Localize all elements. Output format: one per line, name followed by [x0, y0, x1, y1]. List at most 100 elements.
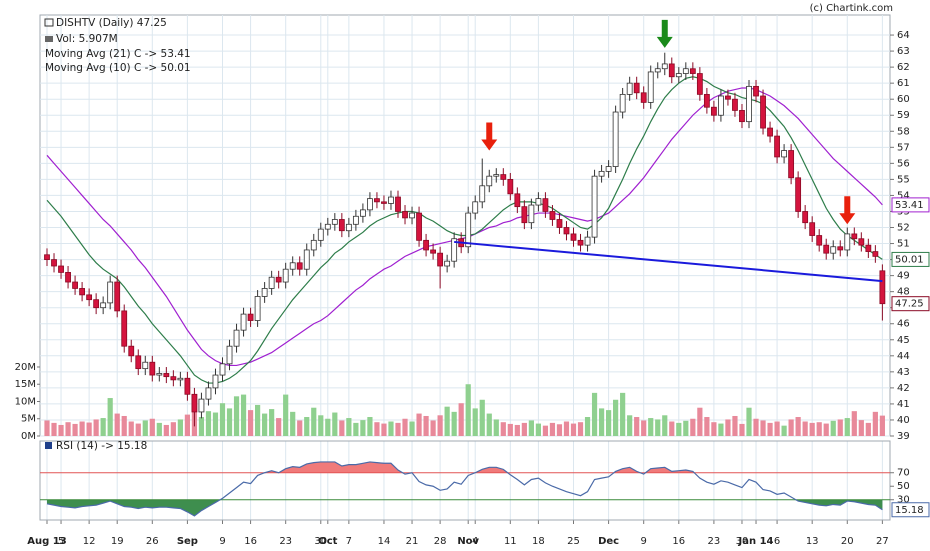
candle-body	[79, 288, 85, 296]
last-value-label: 47.25	[895, 299, 924, 310]
volume-bar	[620, 392, 626, 436]
candle-body	[444, 260, 451, 267]
candle-body	[219, 363, 226, 376]
candle-body	[72, 281, 78, 289]
candle-body	[416, 212, 422, 241]
volume-bar	[283, 394, 289, 436]
volume-bar	[528, 420, 534, 436]
candle-body	[837, 246, 844, 251]
x-tick-label: 9	[219, 536, 225, 547]
x-tick-label: Jan 14	[738, 536, 774, 547]
volume-bar	[416, 413, 422, 436]
volume-bar	[44, 420, 50, 436]
y-tick-label: 70	[897, 468, 910, 479]
y-tick-label: 48	[897, 287, 910, 298]
candle-body	[535, 198, 542, 206]
candle-body	[163, 373, 170, 378]
x-tick-label: 18	[532, 536, 545, 547]
y-tick-label: 63	[897, 46, 910, 57]
moving-average-line	[46, 87, 883, 367]
volume-bar	[598, 408, 605, 436]
legend-entry: RSI (14) -> 15.18	[56, 440, 147, 452]
volume-bar	[648, 418, 654, 436]
volume-bar	[367, 417, 373, 436]
volume-bar	[402, 418, 408, 436]
volume-bar	[51, 422, 57, 436]
volume-bar	[395, 422, 401, 436]
volume-bar	[114, 413, 120, 436]
candle-body	[633, 82, 640, 94]
x-tick-label: 23	[279, 536, 292, 547]
candle-body	[577, 239, 584, 246]
candle-body	[486, 175, 493, 187]
volume-bar	[444, 406, 450, 436]
volume-bar	[205, 411, 212, 436]
volume-bar	[795, 417, 801, 436]
candle-body	[51, 259, 57, 267]
x-tick-label: 11	[504, 536, 517, 547]
y-tick-label: 51	[897, 239, 910, 250]
x-tick-label: 21	[406, 536, 419, 547]
volume-bar	[304, 417, 310, 436]
candle-body	[240, 313, 247, 331]
legend-swatch	[45, 442, 52, 449]
candle-body	[788, 150, 795, 179]
volume-bar	[879, 415, 885, 436]
volume-bar	[86, 422, 92, 436]
x-tick-label: 28	[434, 536, 447, 547]
volume-bar	[507, 423, 513, 436]
x-tick-label: 19	[111, 536, 124, 547]
candle-body	[500, 174, 507, 180]
volume-bar	[535, 423, 541, 436]
volume-bar	[156, 422, 162, 436]
volume-bar	[634, 417, 640, 436]
volume-bar	[865, 422, 871, 436]
price-panel	[39, 14, 891, 437]
volume-bar	[655, 419, 661, 436]
volume-bar	[170, 422, 176, 436]
volume-bar	[149, 418, 155, 436]
candle-body	[528, 204, 535, 224]
volume-bar	[290, 411, 296, 436]
candle-body	[331, 219, 338, 225]
x-tick-label: 12	[83, 536, 96, 547]
candle-body	[44, 254, 50, 260]
candle-body	[472, 201, 479, 214]
volume-bar	[198, 417, 205, 436]
volume-bar	[451, 411, 457, 436]
volume-bar	[247, 410, 254, 436]
volume-bar	[746, 407, 752, 436]
candle-body	[542, 198, 549, 212]
volume-bar	[163, 424, 169, 436]
x-tick-label: 7	[346, 536, 352, 547]
volume-bar	[388, 421, 394, 436]
volume-bar	[577, 422, 584, 436]
candle-body	[549, 211, 556, 220]
volume-bar	[627, 415, 633, 436]
volume-bar	[339, 420, 345, 436]
candle-body	[746, 85, 752, 123]
candle-body	[184, 377, 191, 395]
chart-title: DISHTV (Daily) 47.25	[56, 17, 167, 29]
y-tick-label: 56	[897, 158, 910, 169]
candle-body	[816, 235, 823, 246]
volume-bar	[219, 403, 226, 436]
candle-body	[696, 73, 703, 95]
arrow-marker	[481, 122, 498, 151]
candle-body	[682, 68, 689, 74]
candle-body	[58, 265, 64, 273]
volume-bar	[360, 420, 366, 436]
volume-bar	[500, 422, 506, 436]
volume-bar	[753, 418, 759, 436]
last-value-label: 53.41	[895, 200, 924, 211]
volume-bar	[479, 399, 485, 436]
volume-bar	[409, 421, 415, 436]
candle-body	[718, 95, 724, 116]
x-tick-label: 20	[841, 536, 854, 547]
volume-bar	[465, 384, 471, 436]
chart-subtitle: Vol: 5.907M	[56, 33, 118, 45]
volume-bar	[325, 418, 331, 436]
candle-body	[732, 98, 738, 111]
volume-bar	[662, 415, 668, 436]
candle-body	[142, 361, 149, 370]
